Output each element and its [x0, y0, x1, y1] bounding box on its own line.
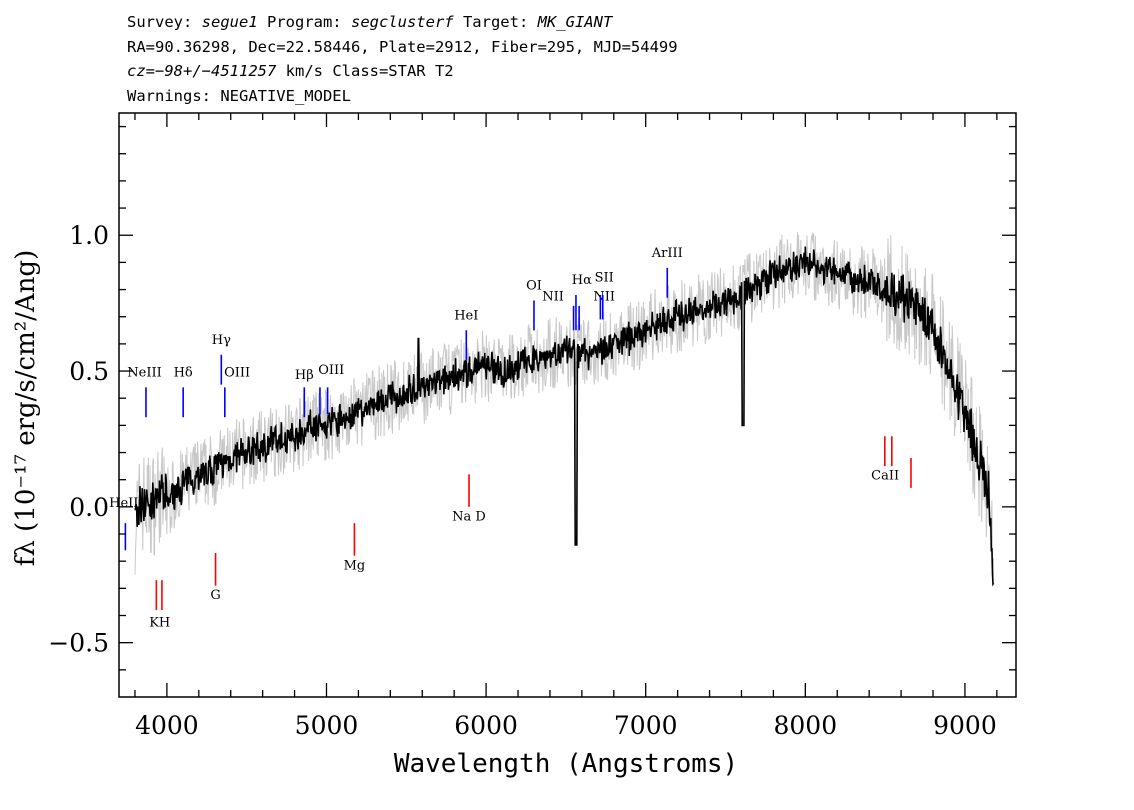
emission-line-label: Hδ	[174, 365, 193, 380]
spectrum-header: Survey: segue1 Program: segclusterf Targ…	[127, 10, 678, 108]
x-tick-label: 8000	[774, 711, 838, 740]
y-tick-label: 1.0	[69, 221, 109, 250]
absorption-line-label: Mg	[344, 558, 366, 573]
header-coordinates-line: RA=90.36298, Dec=22.58446, Plate=2912, F…	[127, 37, 678, 56]
target-label: Target:	[453, 13, 538, 31]
absorption-line-label: CaII	[871, 469, 899, 484]
spectrum-series	[134, 246, 995, 587]
emission-line-label: NII	[542, 289, 564, 304]
x-tick-label: 4000	[135, 711, 199, 740]
absorption-line-label: Na D	[452, 509, 486, 524]
survey-value: segue1	[201, 13, 258, 31]
emission-line-label: OI	[526, 279, 542, 294]
x-tick-label: 9000	[933, 711, 997, 740]
y-tick-label: 0.5	[69, 357, 109, 386]
emission-line-label: OIII	[318, 363, 344, 378]
y-axis-label: fλ (10⁻¹⁷ erg/s/cm²/Ang)	[11, 250, 41, 566]
y-tick-label: 0.0	[69, 493, 109, 522]
program-label: Program:	[257, 13, 351, 31]
header-warnings-line: Warnings: NEGATIVE_MODEL	[127, 86, 351, 105]
emission-line-label: NeIII	[127, 365, 161, 380]
x-tick-label: 7000	[614, 711, 678, 740]
emission-line-label: ArIII	[651, 246, 683, 261]
header-redshift-line: cz=−98+/−4511257 km/s Class=STAR T2	[127, 59, 678, 84]
emission-line-label: NII	[593, 289, 615, 304]
program-value: segclusterf	[350, 13, 454, 31]
class-text: km/s Class=STAR T2	[276, 62, 454, 80]
y-tick-label: −0.5	[48, 629, 109, 658]
emission-line-label: Hβ	[295, 368, 314, 383]
absorption-line-label: G	[210, 588, 220, 603]
absorption-line-label: K	[149, 615, 159, 630]
emission-line-label: SII	[595, 270, 614, 285]
cz-label: cz=	[127, 62, 155, 80]
spectrum-curve	[134, 246, 995, 587]
absorption-line-label: H	[159, 615, 170, 630]
header-survey-line: Survey: segue1 Program: segclusterf Targ…	[127, 10, 678, 35]
emission-line-label: HeI	[454, 308, 478, 323]
emission-line-label: OIII	[224, 365, 250, 380]
survey-label: Survey:	[127, 13, 202, 31]
x-tick-label: 6000	[454, 711, 518, 740]
x-axis-label: Wavelength (Angstroms)	[394, 749, 738, 779]
plot-frame	[118, 112, 1017, 698]
target-value: MK_GIANT	[537, 13, 613, 31]
x-axis: 4000 5000 6000 7000 8000 9000	[134, 113, 998, 740]
emission-line-label: Hγ	[212, 333, 231, 348]
cz-value: −98+/−4511257	[155, 62, 277, 80]
emission-line-label: Hα	[572, 273, 592, 288]
emission-line-label: HeII	[109, 496, 138, 511]
x-tick-label: 5000	[295, 711, 359, 740]
y-axis: −0.5 0.0 0.5 1.0	[48, 125, 1016, 671]
